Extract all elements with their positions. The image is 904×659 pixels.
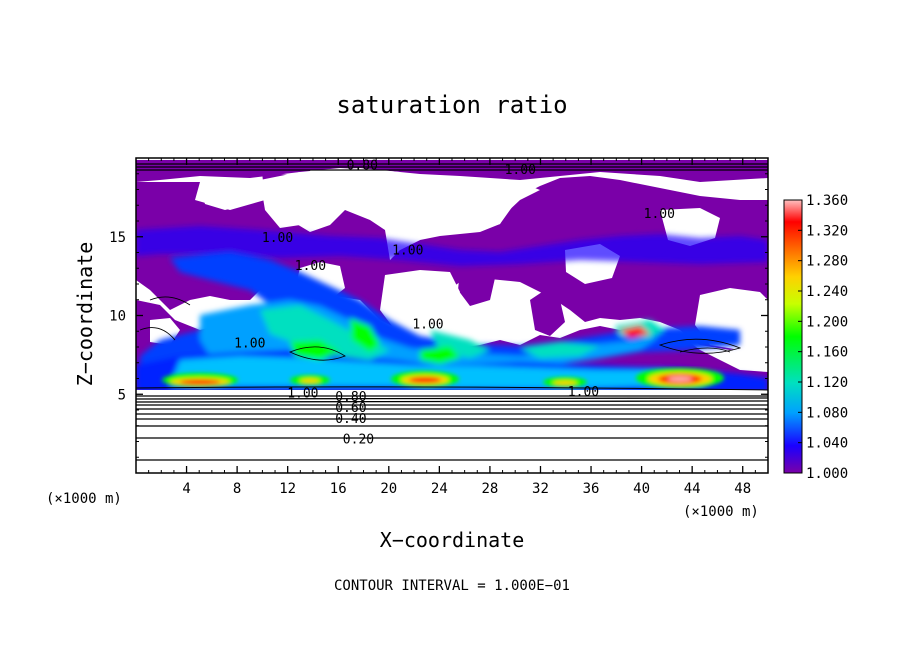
contour-label: 1.00: [505, 163, 536, 178]
contour-label: 1.00: [392, 243, 423, 258]
contour-label: 1.00: [234, 336, 265, 351]
colorbar-tick-label: 1.280: [806, 254, 848, 270]
contour-label: 0.80: [347, 158, 378, 173]
subsaturated-regions: [150, 168, 768, 350]
colorbar-tick-label: 1.000: [806, 466, 848, 482]
x-tick-label: 36: [583, 481, 600, 497]
x-axis-label: X−coordinate: [380, 528, 525, 552]
chart-title: saturation ratio: [336, 91, 567, 119]
x-tick-label: 4: [182, 481, 190, 497]
x-tick-label: 48: [734, 481, 751, 497]
y-axis-unit: (×1000 m): [46, 491, 122, 507]
x-tick-label: 32: [532, 481, 549, 497]
contour-label: 1.00: [295, 259, 326, 274]
x-tick-label: 20: [380, 481, 397, 497]
x-tick-label: 12: [279, 481, 296, 497]
x-tick-label: 28: [481, 481, 498, 497]
contour-labels: 0.200.400.600.801.00 1.001.001.001.001.00…: [234, 158, 675, 447]
y-tick-label: 10: [109, 309, 126, 325]
x-tick-label: 24: [431, 481, 448, 497]
contour-label: 0.40: [335, 412, 366, 427]
colorbar: [783, 199, 803, 474]
colorbar-tick-label: 1.320: [806, 223, 848, 239]
y-axis-label: Z−coordinate: [73, 242, 97, 387]
x-tick-label: 8: [233, 481, 241, 497]
plot-area: [136, 158, 768, 473]
contour-interval-note: CONTOUR INTERVAL = 1.000E−01: [334, 578, 570, 594]
colorbar-tick-label: 1.120: [806, 375, 848, 391]
colorbar-tick-label: 1.240: [806, 284, 848, 300]
contour-label: 1.00: [412, 317, 443, 332]
colorbar-tick-label: 1.040: [806, 436, 848, 452]
colorbar-ticks: 1.360 1.320 1.280 1.240 1.200 1.160 1.120 1.080…: [798, 193, 848, 482]
contour-label: 1.00: [568, 385, 599, 400]
contour-label: 1.00: [262, 231, 293, 246]
x-tick-label: 44: [684, 481, 701, 497]
y-axis: 5 10 15: [109, 173, 768, 458]
contour-label: 0.60: [335, 401, 366, 416]
colorbar-tick-label: 1.080: [806, 405, 848, 421]
colorbar-tick-label: 1.200: [806, 314, 848, 330]
contour-label: 1.00: [287, 387, 318, 402]
x-axis-unit: (×1000 m): [683, 504, 759, 520]
y-tick-label: 15: [109, 230, 126, 246]
colorbar-tick-label: 1.160: [806, 345, 848, 361]
contour-label: 1.00: [644, 207, 675, 222]
x-axis: 4 8 12 16 20 24 28 32 36 40 44 48: [148, 158, 756, 497]
x-tick-label: 40: [633, 481, 650, 497]
contour-label: 0.20: [343, 432, 374, 447]
x-tick-label: 16: [330, 481, 347, 497]
colorbar-tick-label: 1.360: [806, 193, 848, 209]
contour-lines: [136, 163, 768, 461]
contour-label: 0.80: [335, 390, 366, 405]
y-tick-label: 5: [118, 387, 126, 403]
hot-spots: [162, 368, 724, 388]
